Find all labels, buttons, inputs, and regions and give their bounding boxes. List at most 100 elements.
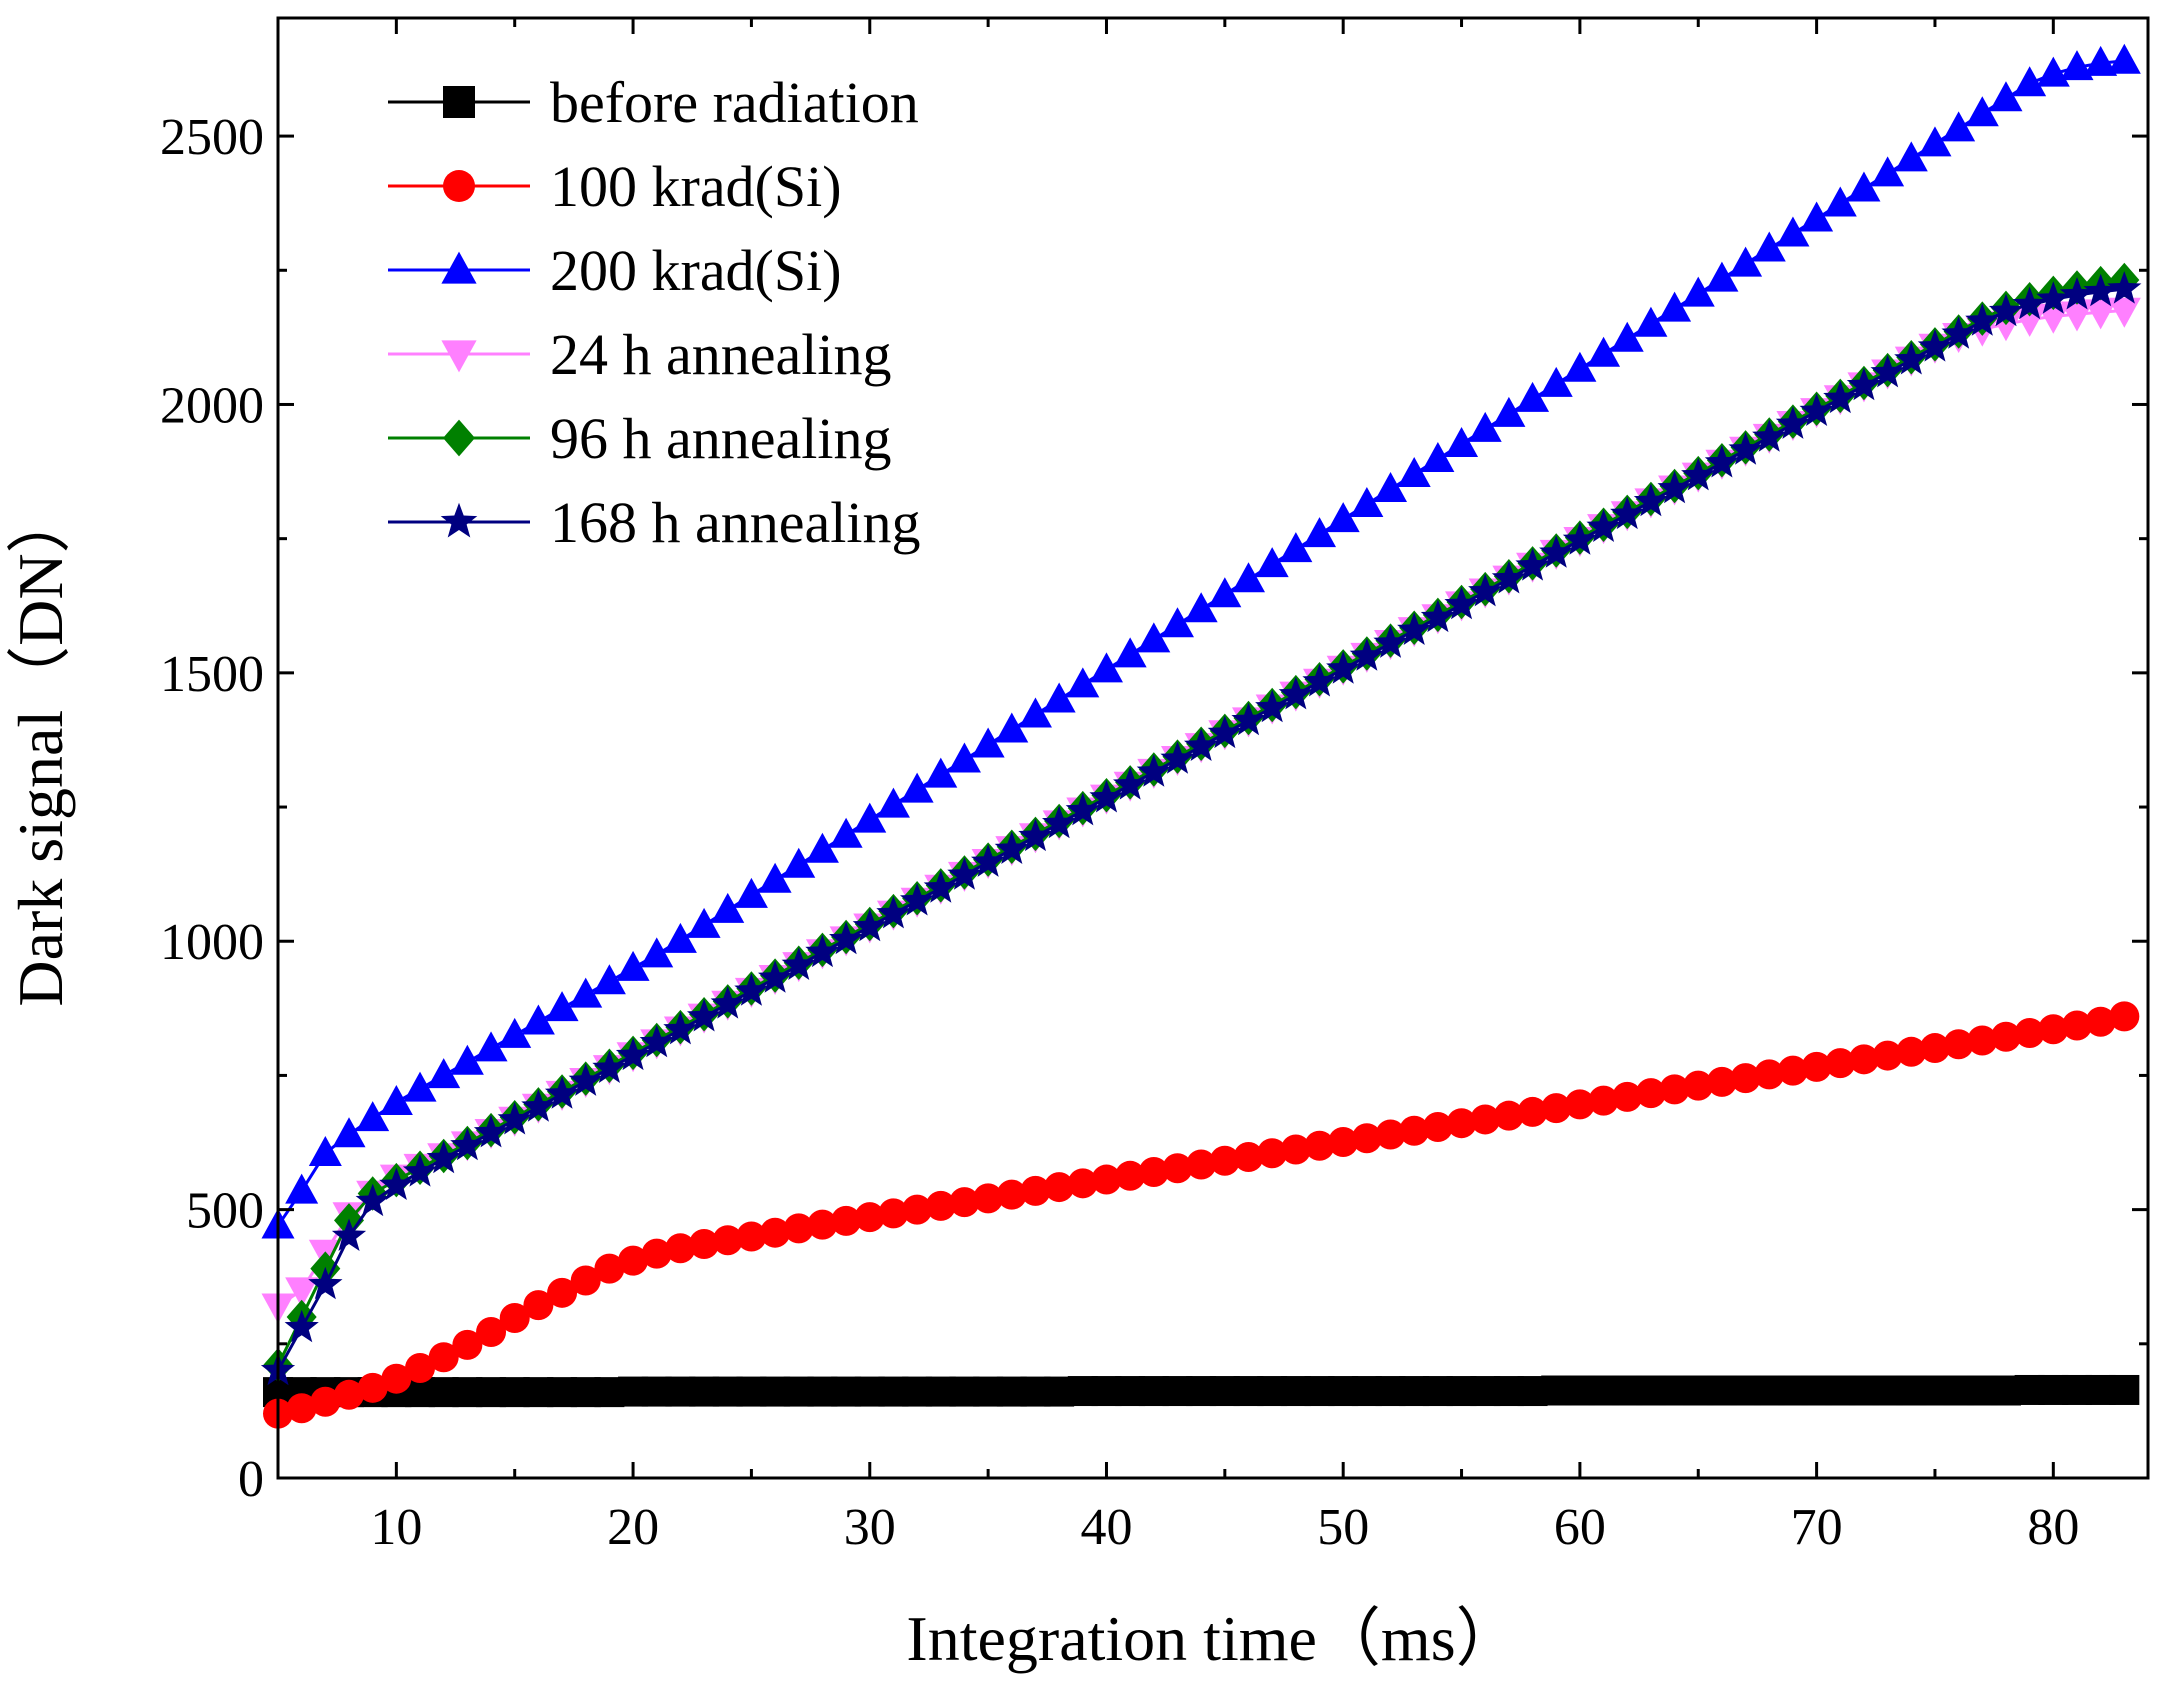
data-point	[1562, 522, 1597, 555]
data-point	[1752, 419, 1787, 452]
data-point	[1326, 651, 1361, 684]
data-point	[923, 870, 958, 903]
data-point	[2061, 1010, 2092, 1041]
data-point	[805, 934, 840, 968]
data-point	[853, 802, 887, 833]
data-point	[498, 1017, 532, 1048]
data-point	[947, 742, 981, 773]
data-point	[1612, 1081, 1643, 1112]
data-point	[473, 1114, 509, 1148]
data-point	[1894, 341, 1929, 375]
data-point	[640, 937, 674, 968]
data-point	[1965, 303, 2000, 336]
data-point	[1729, 246, 1763, 277]
data-point	[381, 1363, 412, 1394]
data-point	[852, 908, 887, 942]
data-point	[427, 1058, 461, 1089]
data-point	[1801, 1051, 1832, 1082]
data-point	[971, 844, 1006, 877]
data-point	[544, 1076, 580, 1109]
data-point	[286, 1393, 317, 1424]
data-point	[357, 1372, 388, 1403]
data-point	[1728, 432, 1763, 465]
data-point	[924, 757, 958, 788]
data-point	[663, 1011, 698, 1045]
x-tick-label: 20	[607, 1499, 659, 1556]
data-point	[1278, 676, 1313, 710]
data-point	[663, 922, 697, 953]
data-point	[1209, 1145, 1240, 1176]
x-tick-label: 50	[1317, 1499, 1369, 1556]
data-point	[1919, 1033, 1950, 1064]
data-point	[1350, 487, 1384, 518]
x-tick-label: 60	[1554, 1499, 1606, 1556]
data-point	[2038, 1014, 2069, 1045]
data-point	[1446, 1108, 1477, 1139]
data-point	[1020, 1175, 1051, 1206]
data-point	[1397, 612, 1432, 645]
data-point	[1184, 592, 1218, 623]
data-point	[734, 877, 768, 908]
x-axis-title: Integration time（ms）	[906, 1603, 1519, 1674]
data-point	[592, 1050, 627, 1083]
data-point	[1091, 1164, 1122, 1195]
data-point	[1704, 445, 1739, 478]
data-point	[1089, 779, 1124, 813]
legend-marker	[441, 251, 477, 284]
data-point	[1233, 1142, 1264, 1173]
data-point	[1279, 532, 1313, 563]
data-point	[1681, 457, 1716, 491]
data-point	[1065, 792, 1100, 826]
data-point	[1988, 293, 2024, 327]
data-point	[1113, 637, 1147, 668]
data-point	[1374, 472, 1408, 503]
data-point	[1018, 818, 1053, 852]
legend-marker	[443, 86, 475, 118]
data-point	[1328, 1126, 1359, 1157]
data-point	[331, 1218, 367, 1251]
data-point	[2060, 50, 2094, 81]
data-point	[1067, 1168, 1098, 1199]
data-point	[476, 1317, 507, 1347]
data-point	[1846, 367, 1882, 401]
data-point	[1917, 329, 1953, 362]
data-point	[1610, 496, 1645, 530]
data-point	[760, 1217, 791, 1248]
data-point	[1326, 502, 1360, 533]
data-point	[1730, 1063, 1761, 1094]
data-point	[474, 1031, 508, 1062]
data-point	[1044, 1172, 1075, 1203]
data-point	[1042, 682, 1076, 713]
data-point	[949, 1187, 980, 1218]
plot-frame	[276, 16, 2150, 1480]
data-point	[1491, 560, 1526, 594]
data-point	[334, 1379, 365, 1410]
data-point	[1373, 625, 1408, 658]
data-point	[2109, 1001, 2140, 1032]
data-point	[405, 1352, 436, 1383]
data-point	[2036, 281, 2071, 314]
data-point	[308, 1266, 343, 1300]
data-point	[1870, 354, 1905, 388]
data-point	[1848, 1044, 1879, 1075]
data-point	[1493, 1100, 1524, 1131]
data-point	[2059, 277, 2095, 310]
data-point	[1516, 381, 1550, 412]
data-point	[1468, 573, 1503, 607]
legend-marker	[443, 170, 475, 202]
legend-label: 168 h annealing	[550, 490, 920, 555]
data-point	[1539, 366, 1573, 397]
data-point	[1160, 607, 1194, 638]
data-point	[1706, 1066, 1737, 1097]
data-point	[994, 831, 1029, 864]
data-point	[925, 1190, 956, 1221]
y-tick-label: 500	[186, 1183, 264, 1240]
data-point	[1847, 171, 1881, 202]
data-point	[521, 1089, 556, 1122]
data-point	[1752, 231, 1786, 262]
data-point	[616, 950, 650, 981]
data-point	[1659, 1074, 1690, 1105]
data-point	[1683, 1070, 1714, 1101]
data-point	[1304, 1130, 1335, 1161]
